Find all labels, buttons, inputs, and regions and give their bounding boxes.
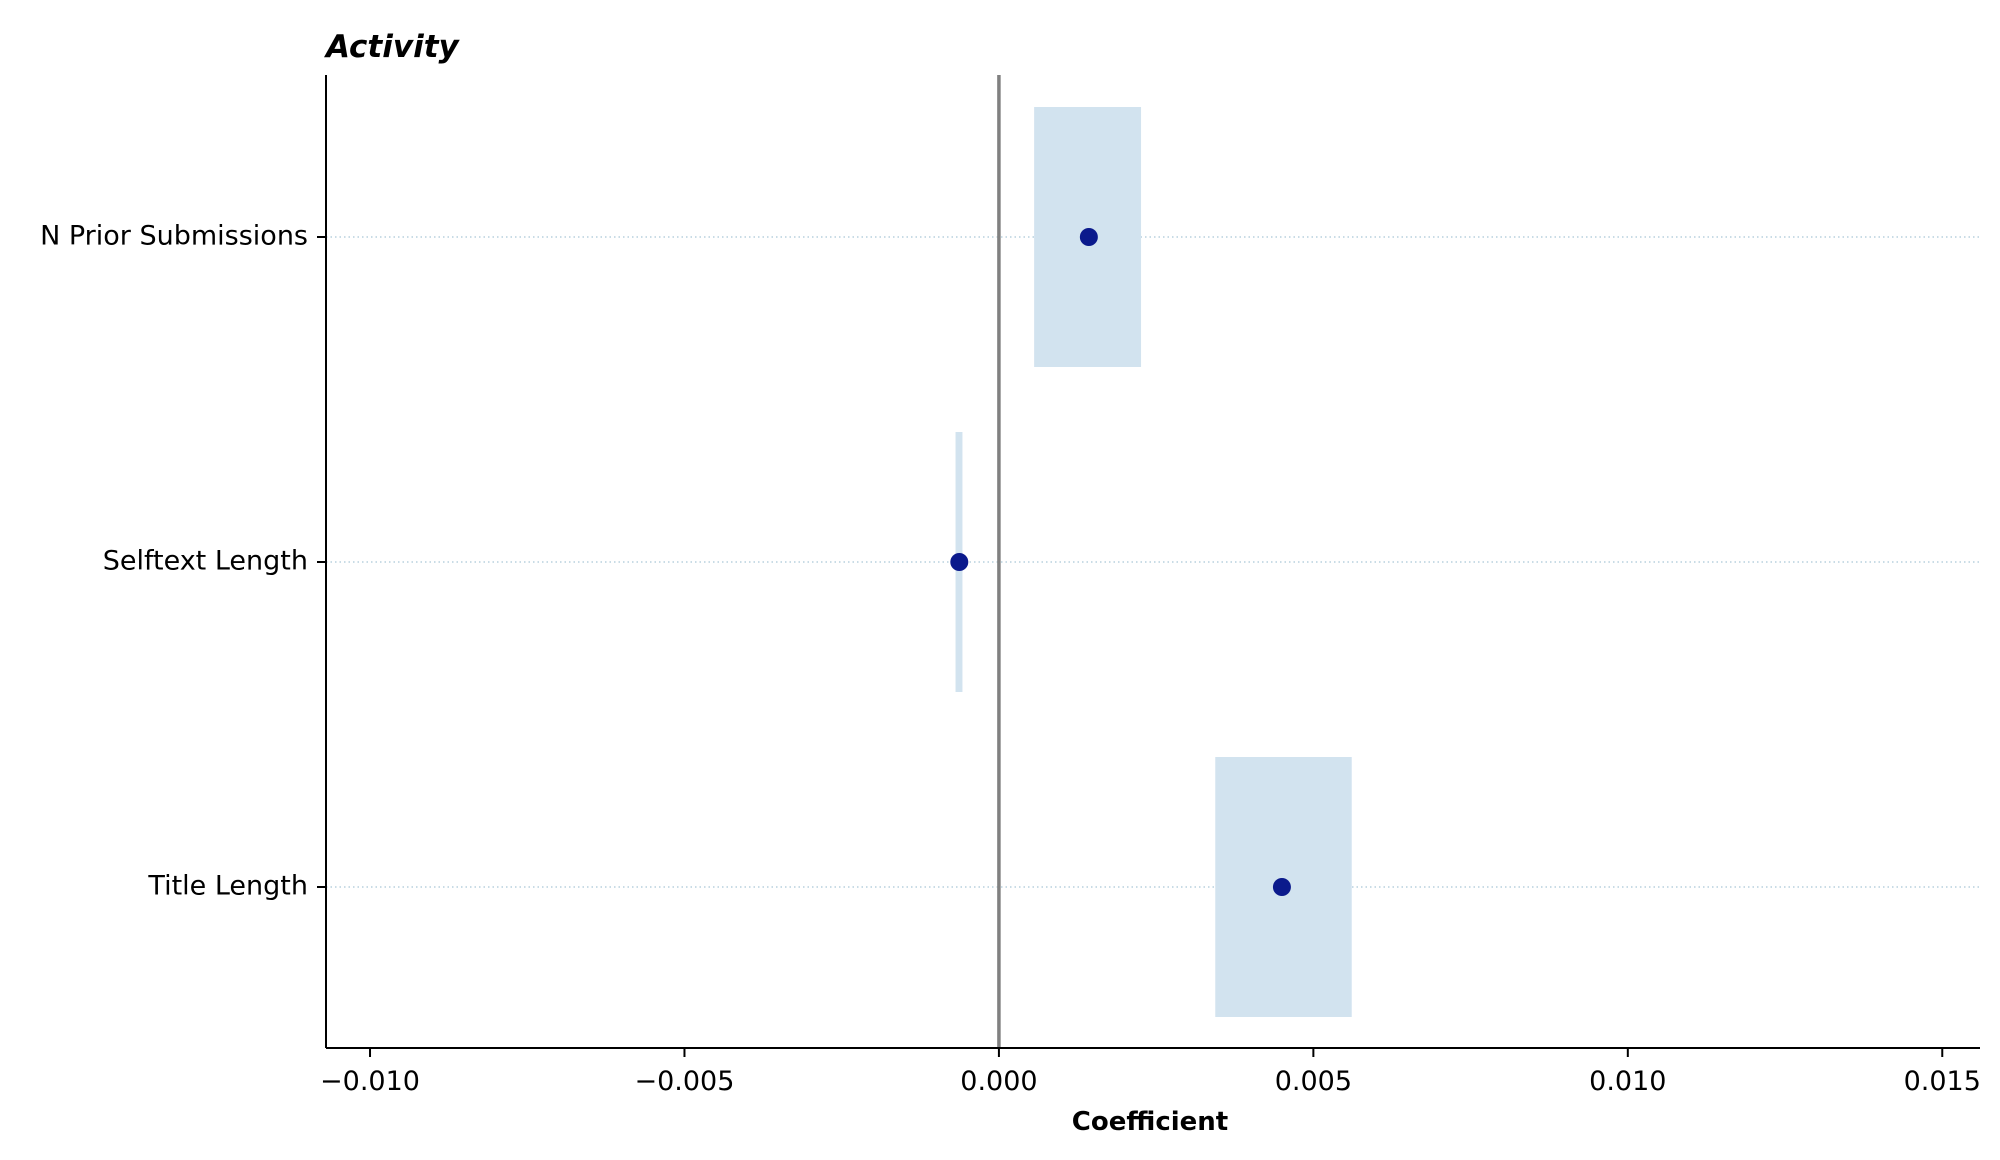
x-tick-label: −0.005 (635, 1066, 735, 1097)
coefficient-point (1079, 228, 1098, 246)
x-tick-label: 0.000 (960, 1066, 1037, 1097)
y-tick-label: Selftext Length (103, 546, 308, 577)
y-tick-label: Title Length (147, 871, 308, 902)
x-tick-label: 0.015 (1904, 1066, 1981, 1097)
coefficient-point (950, 553, 969, 571)
y-tick-label: N Prior Submissions (40, 221, 308, 252)
coefficient-point (1272, 878, 1291, 896)
x-tick-label: −0.010 (320, 1066, 420, 1097)
x-tick-label: 0.005 (1275, 1066, 1352, 1097)
plot-area: N Prior Submissions Selftext Length Title … (40, 75, 1981, 1097)
x-axis-title: Coefficient (1072, 1107, 1228, 1137)
chart-title: Activity (323, 29, 461, 65)
x-tick-label: 0.010 (1589, 1066, 1666, 1097)
